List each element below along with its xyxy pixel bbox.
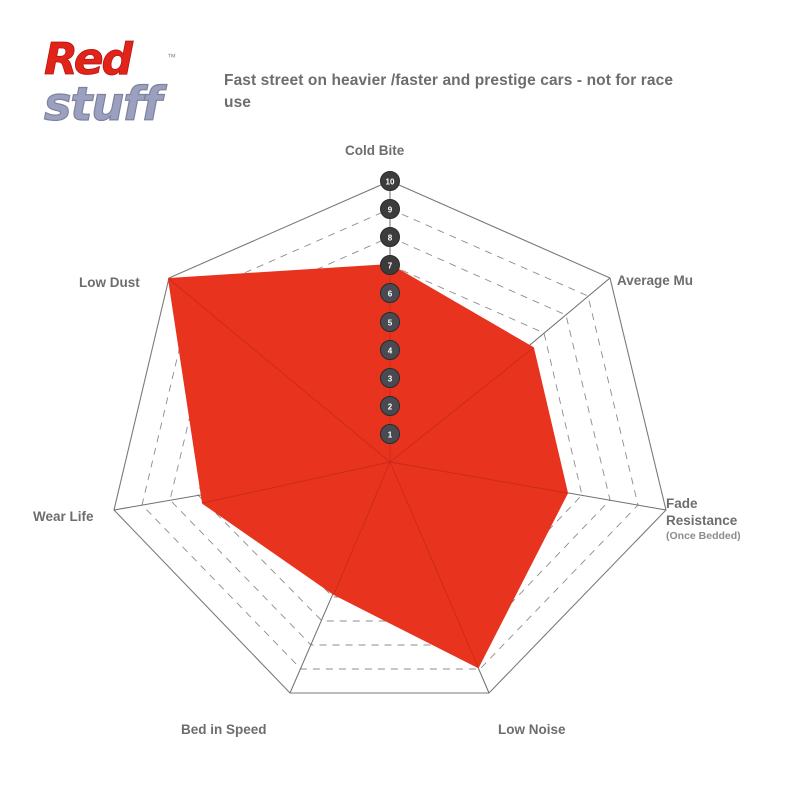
tick-label-9: 9 xyxy=(388,206,393,215)
tick-marker-5: 5 xyxy=(380,312,400,332)
tick-marker-1: 1 xyxy=(380,424,400,444)
svg-text:™: ™ xyxy=(167,52,176,62)
tick-label-6: 6 xyxy=(388,290,393,299)
tick-marker-10: 10 xyxy=(380,171,400,191)
axis-label-cold-bite: Cold Bite xyxy=(345,143,405,158)
axis-label-fade-line1: Fade xyxy=(666,496,698,511)
axis-label-wear-life: Wear Life xyxy=(33,509,94,524)
tick-marker-2: 2 xyxy=(380,396,400,416)
axis-label-fade-line3: (Once Bedded) xyxy=(666,529,741,542)
grid-ring-8 xyxy=(169,236,611,646)
tick-marker-9: 9 xyxy=(380,199,400,219)
page-header: .rtxt{font-family:"DejaVu Sans","Liberat… xyxy=(0,0,800,150)
tick-marker-8: 8 xyxy=(380,227,400,247)
tick-label-4: 4 xyxy=(388,347,393,356)
radar-scale-markers: 10 9 8 7 6 xyxy=(380,171,400,444)
tick-label-1: 1 xyxy=(388,431,393,440)
grid-ring-9 xyxy=(141,208,639,670)
tick-label-5: 5 xyxy=(388,319,393,328)
tick-label-2: 2 xyxy=(388,403,393,412)
svg-text:stuff: stuff xyxy=(44,77,167,131)
redstuff-logo: .rtxt{font-family:"DejaVu Sans","Liberat… xyxy=(38,36,198,136)
tick-marker-6: 6 xyxy=(380,283,400,303)
axis-label-bed-in-speed: Bed in Speed xyxy=(181,722,267,737)
radar-data-polygon xyxy=(168,264,568,668)
grid-ring-10 xyxy=(113,180,667,694)
tick-label-8: 8 xyxy=(388,234,393,243)
axis-label-fade-resistance: Fade Resistance (Once Bedded) xyxy=(666,496,741,543)
axis-label-low-dust: Low Dust xyxy=(79,275,140,290)
chart-subtitle: Fast street on heavier /faster and prest… xyxy=(224,72,674,112)
tick-label-10: 10 xyxy=(386,178,395,187)
radar-data-spokes xyxy=(168,265,568,668)
tick-marker-3: 3 xyxy=(380,368,400,388)
axis-label-fade-line2: Resistance xyxy=(666,512,738,528)
tick-label-7: 7 xyxy=(388,262,393,271)
tick-marker-4: 4 xyxy=(380,340,400,360)
tick-label-3: 3 xyxy=(388,375,393,384)
svg-text:Red: Red xyxy=(44,36,134,85)
tick-marker-7: 7 xyxy=(380,255,400,275)
axis-label-average-mu: Average Mu xyxy=(617,273,694,288)
axis-label-low-noise: Low Noise xyxy=(498,722,566,737)
